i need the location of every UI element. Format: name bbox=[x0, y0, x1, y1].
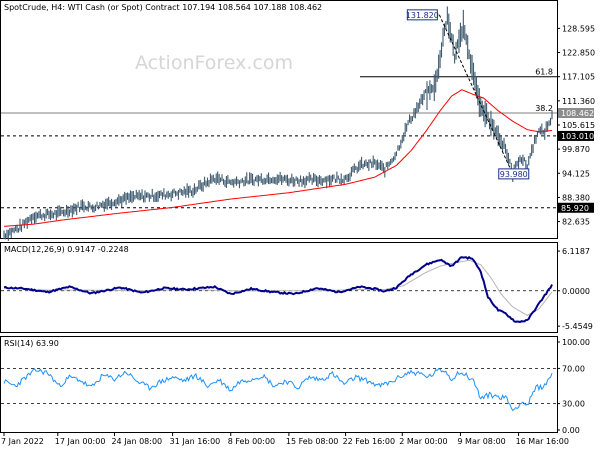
rsi-y-tick-label: 100.00 bbox=[562, 338, 590, 347]
price-tag-label: 108.462 bbox=[561, 109, 594, 118]
x-tick-label: 15 Feb 08:00 bbox=[286, 437, 338, 446]
macd-y-tick-label: 0.0000 bbox=[562, 287, 590, 296]
rsi-line bbox=[3, 367, 553, 412]
rsi-y-tick-label: 30.00 bbox=[562, 400, 585, 409]
rsi-y-tick-label: 70.00 bbox=[562, 364, 585, 373]
rsi-panel-frame bbox=[0, 336, 558, 433]
moving-average-line bbox=[3, 89, 553, 227]
price-y-tick-label: 117.105 bbox=[562, 73, 595, 82]
price-y-tick-label: 99.870 bbox=[562, 145, 590, 154]
annotation-box bbox=[498, 168, 530, 180]
price-y-tick-label: 122.850 bbox=[562, 49, 595, 58]
fib-level-label: 38.2 bbox=[535, 104, 553, 113]
price-y-tick-label: 88.380 bbox=[562, 193, 590, 202]
x-tick-label: 31 Jan 16:00 bbox=[170, 437, 221, 446]
price-y-tick-label: 94.125 bbox=[562, 169, 590, 178]
price-tag-box bbox=[558, 130, 594, 141]
price-y-tick-label: 128.595 bbox=[562, 24, 595, 33]
price-y-tick-label: 111.360 bbox=[562, 97, 595, 106]
annotation-label: 131.820 bbox=[406, 11, 439, 20]
rsi-y-tick-label: 0.00 bbox=[562, 426, 580, 435]
price-y-tick-label: 82.635 bbox=[562, 218, 590, 227]
x-tick-label: 8 Feb 00:00 bbox=[228, 437, 275, 446]
watermark: ActionForex.com bbox=[135, 52, 293, 74]
price-tag-box bbox=[558, 202, 594, 213]
macd-panel-frame bbox=[0, 242, 558, 333]
x-tick-label: 24 Jan 08:00 bbox=[111, 437, 162, 446]
signal-line bbox=[4, 259, 553, 316]
price-tag-label: 103.010 bbox=[561, 132, 594, 141]
price-tag-label: 85.920 bbox=[561, 204, 589, 213]
macd-title: MACD(12,26,9) 0.9147 -0.2248 bbox=[4, 245, 129, 254]
x-tick-label: 2 Mar 00:00 bbox=[399, 437, 447, 446]
price-y-tick-label: 105.615 bbox=[562, 121, 595, 130]
fib-level-label: 61.8 bbox=[535, 68, 553, 77]
x-tick-label: 17 Jan 00:00 bbox=[55, 437, 106, 446]
annotation-box bbox=[406, 9, 438, 21]
x-tick-label: 7 Jan 2022 bbox=[1, 437, 44, 446]
price-chart-title: SpotCrude, H4: WTI Cash (or Spot) Contra… bbox=[4, 3, 322, 12]
x-tick-label: 22 Feb 16:00 bbox=[343, 437, 395, 446]
x-tick-label: 16 Mar 16:00 bbox=[516, 437, 569, 446]
price-panel-frame bbox=[0, 0, 558, 239]
macd-line bbox=[3, 255, 553, 324]
macd-y-tick-label: -5.4549 bbox=[562, 322, 593, 331]
price-tag-box bbox=[558, 108, 594, 119]
annotation-label: 93.980 bbox=[500, 170, 528, 179]
rsi-title: RSI(14) 63.90 bbox=[4, 339, 59, 348]
swing-connector bbox=[438, 14, 514, 175]
x-tick-label: 9 Mar 08:00 bbox=[457, 437, 505, 446]
macd-y-tick-label: 6.1187 bbox=[562, 247, 590, 256]
